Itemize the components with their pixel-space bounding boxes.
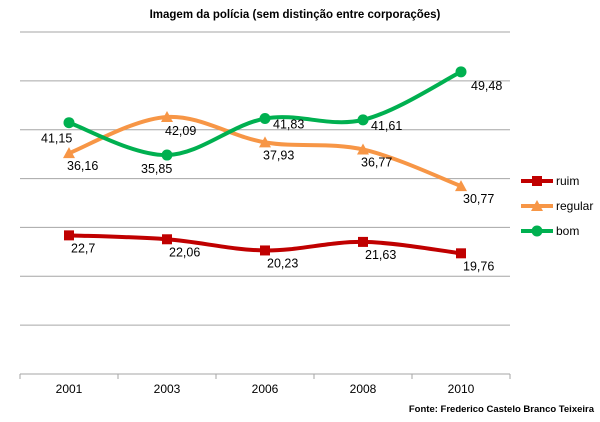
data-point-ruim (260, 245, 270, 256)
data-point-regular (455, 180, 467, 192)
data-label-regular: 36,77 (361, 155, 392, 169)
source-note: Fonte: Frederico Castelo Branco Teixeira (409, 404, 595, 415)
gridlines (20, 31, 510, 326)
x-axis: 2001 2003 2006 2008 2010 (19, 373, 511, 396)
data-label-regular: 36,16 (67, 159, 98, 173)
data-point-regular (357, 143, 369, 155)
x-tick-label: 2003 (154, 382, 181, 396)
data-point-bom (63, 117, 75, 129)
data-point-bom (259, 113, 271, 125)
series-lines (63, 66, 467, 259)
legend-marker-ruim (532, 176, 542, 186)
data-point-ruim (456, 248, 466, 259)
legend: ruim regular bom (521, 174, 593, 238)
data-label-ruim: 21,63 (365, 248, 396, 262)
data-point-regular (63, 147, 75, 159)
data-point-ruim (162, 234, 172, 245)
data-label-bom: 41,83 (273, 118, 304, 132)
legend-marker-regular (531, 200, 543, 211)
data-label-ruim: 19,76 (463, 259, 494, 273)
data-label-regular: 37,93 (263, 148, 294, 162)
x-tick-label: 2006 (252, 382, 279, 396)
data-label-regular: 30,77 (463, 192, 494, 206)
data-label-ruim: 22,06 (169, 245, 200, 259)
data-label-bom: 41,61 (371, 119, 402, 133)
data-point-bom (455, 66, 467, 78)
data-label-bom: 49,48 (471, 79, 502, 93)
data-point-regular (259, 136, 271, 148)
x-tick-label: 2008 (350, 382, 377, 396)
data-label-bom: 41,15 (41, 132, 72, 146)
x-tick-label: 2001 (56, 382, 83, 396)
legend-label-bom: bom (556, 224, 579, 238)
data-label-ruim: 22,7 (71, 241, 95, 255)
legend-label-regular: regular (556, 199, 593, 213)
legend-marker-bom (531, 225, 543, 237)
data-point-ruim (64, 230, 74, 241)
data-label-ruim: 20,23 (267, 256, 298, 270)
data-label-bom: 35,85 (141, 162, 172, 176)
x-tick-label: 2010 (448, 382, 475, 396)
chart-title: Imagem da polícia (sem distinção entre c… (150, 9, 441, 21)
legend-label-ruim: ruim (556, 174, 579, 188)
data-point-bom (357, 114, 369, 126)
data-point-regular (161, 110, 173, 122)
data-point-ruim (358, 236, 368, 247)
data-point-bom (161, 149, 173, 161)
data-labels: 22,7 22,06 20,23 21,63 19,76 36,16 42,09 37,93 3… (41, 79, 502, 274)
data-label-regular: 42,09 (165, 124, 196, 138)
